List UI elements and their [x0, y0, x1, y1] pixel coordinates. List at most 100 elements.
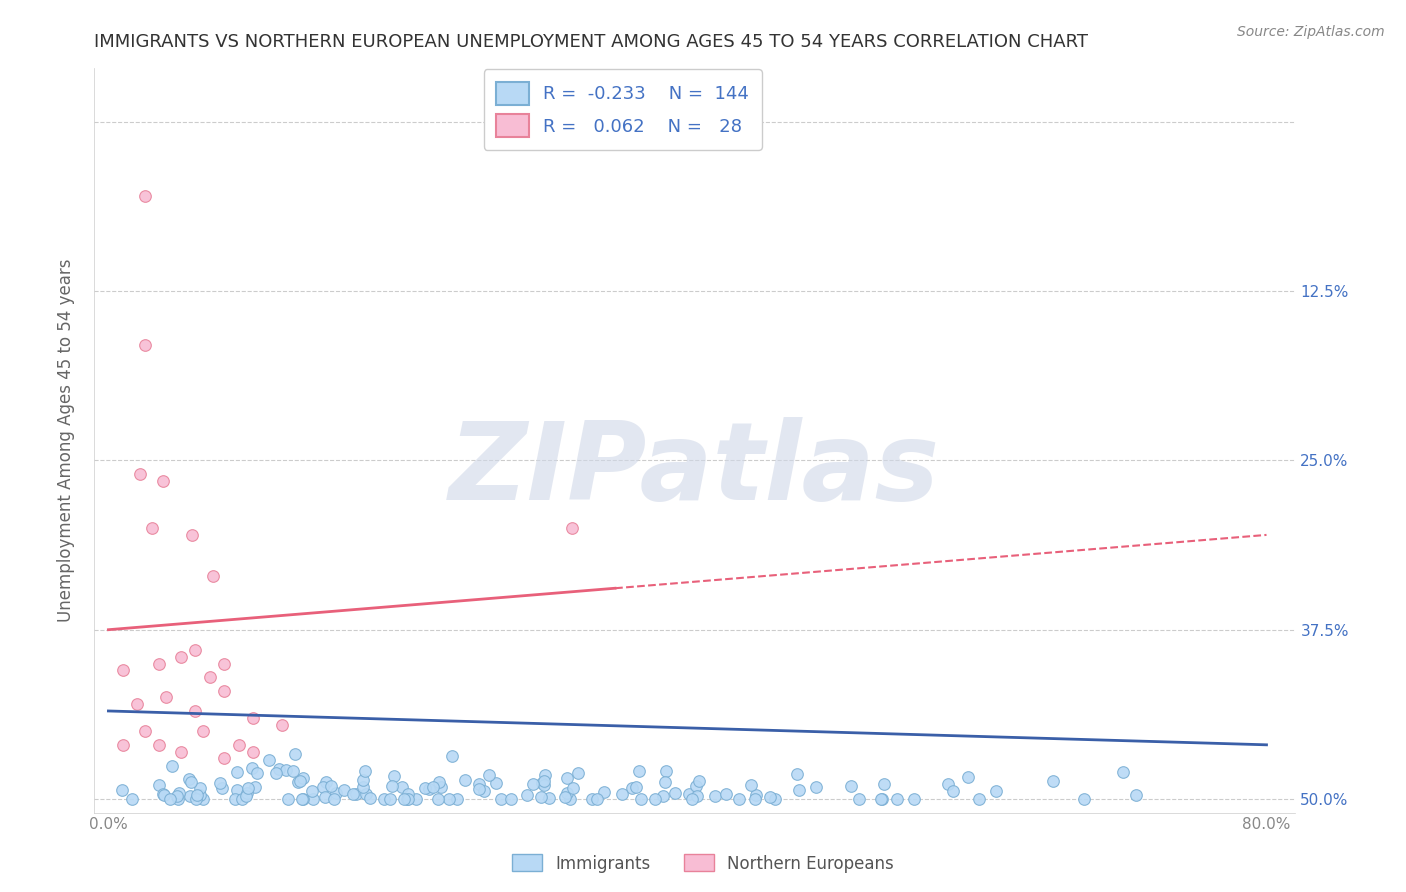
Point — [148, 778, 170, 792]
Point — [315, 775, 337, 789]
Point — [786, 767, 808, 781]
Point — [201, 568, 224, 582]
Point — [651, 789, 673, 803]
Point — [378, 792, 401, 806]
Point — [231, 792, 253, 806]
Point — [141, 521, 163, 535]
Point — [557, 786, 579, 800]
Point — [353, 772, 375, 787]
Point — [235, 786, 257, 800]
Point — [155, 690, 177, 705]
Point — [180, 774, 202, 789]
Point — [886, 792, 908, 806]
Point — [228, 738, 250, 752]
Point — [986, 784, 1008, 798]
Point — [281, 764, 304, 778]
Point — [186, 789, 208, 803]
Point — [789, 783, 811, 797]
Point — [225, 765, 247, 780]
Point — [581, 792, 603, 806]
Point — [284, 747, 307, 761]
Point — [301, 784, 323, 798]
Point — [703, 789, 725, 803]
Point — [533, 778, 555, 792]
Point — [235, 789, 257, 804]
Point — [179, 772, 201, 786]
Point — [242, 745, 264, 759]
Point — [129, 467, 152, 481]
Point — [396, 792, 419, 806]
Point — [685, 779, 707, 793]
Point — [1125, 788, 1147, 802]
Point — [354, 787, 377, 801]
Point — [516, 788, 538, 802]
Point — [499, 792, 522, 806]
Point — [485, 776, 508, 790]
Point — [292, 792, 315, 806]
Point — [429, 780, 451, 794]
Point — [212, 751, 235, 765]
Point — [533, 774, 555, 789]
Point — [277, 792, 299, 806]
Point — [558, 792, 581, 806]
Point — [654, 775, 676, 789]
Point — [537, 790, 560, 805]
Point — [384, 769, 406, 783]
Point — [152, 789, 174, 803]
Point — [468, 777, 491, 791]
Point — [287, 775, 309, 789]
Point — [184, 643, 207, 657]
Point — [353, 764, 375, 778]
Point — [381, 779, 404, 793]
Point — [111, 663, 134, 677]
Point — [224, 792, 246, 806]
Text: IMMIGRANTS VS NORTHERN EUROPEAN UNEMPLOYMENT AMONG AGES 45 TO 54 YEARS CORRELATI: IMMIGRANTS VS NORTHERN EUROPEAN UNEMPLOY… — [94, 33, 1088, 51]
Point — [242, 711, 264, 725]
Point — [413, 781, 436, 796]
Point — [190, 781, 212, 796]
Point — [418, 781, 440, 796]
Point — [437, 792, 460, 806]
Text: ZIPatlas: ZIPatlas — [449, 417, 941, 523]
Point — [170, 649, 193, 664]
Point — [612, 787, 634, 801]
Point — [291, 771, 314, 785]
Point — [212, 683, 235, 698]
Point — [184, 704, 207, 718]
Point — [166, 789, 188, 804]
Point — [728, 792, 751, 806]
Point — [243, 780, 266, 794]
Point — [392, 791, 415, 805]
Point — [440, 748, 463, 763]
Point — [111, 738, 134, 752]
Point — [342, 787, 364, 801]
Point — [531, 776, 554, 790]
Point — [134, 338, 156, 352]
Point — [957, 770, 980, 784]
Point — [489, 792, 512, 806]
Point — [311, 780, 333, 794]
Point — [319, 779, 342, 793]
Point — [765, 792, 787, 806]
Point — [211, 781, 233, 796]
Point — [621, 780, 644, 795]
Point — [644, 792, 666, 806]
Point — [561, 521, 583, 535]
Point — [314, 789, 336, 804]
Point — [148, 657, 170, 671]
Point — [212, 657, 235, 671]
Point — [870, 792, 893, 806]
Point — [872, 777, 894, 791]
Point — [191, 724, 214, 739]
Point — [166, 792, 188, 806]
Point — [291, 792, 314, 806]
Point — [522, 777, 544, 791]
Point — [352, 780, 374, 795]
Point — [678, 787, 700, 801]
Point — [236, 780, 259, 795]
Point — [246, 766, 269, 780]
Point — [454, 772, 477, 787]
Point — [184, 792, 207, 806]
Point — [240, 762, 263, 776]
Point — [714, 787, 737, 801]
